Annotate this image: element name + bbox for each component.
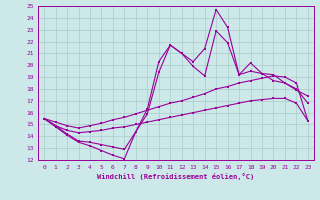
X-axis label: Windchill (Refroidissement éolien,°C): Windchill (Refroidissement éolien,°C) — [97, 173, 255, 180]
